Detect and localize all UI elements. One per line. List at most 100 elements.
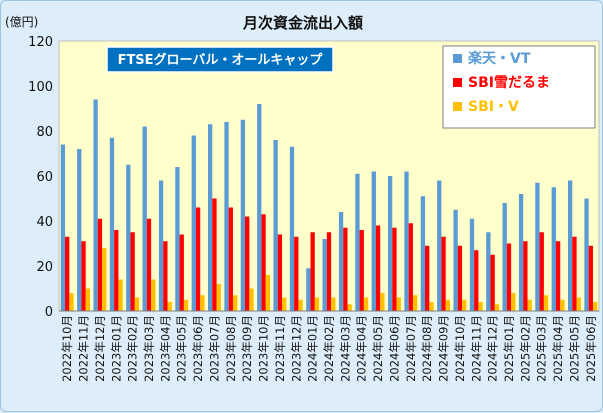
bar-1-10 — [208, 124, 213, 311]
bar-3-16 — [314, 297, 320, 311]
y-unit-label: (億円) — [5, 15, 38, 29]
bar-1-14 — [273, 140, 278, 311]
bar-2-18 — [343, 227, 348, 311]
bar-1-4 — [109, 137, 115, 311]
x-tick-label: 2025年02月 — [518, 315, 532, 382]
bar-2-11 — [228, 207, 233, 311]
bar-2-20 — [375, 225, 381, 311]
bar-2-19 — [359, 230, 364, 311]
bar-1-7 — [158, 180, 164, 311]
bar-3-22 — [412, 295, 418, 311]
bar-1-1 — [60, 144, 66, 311]
bar-2-12 — [245, 216, 250, 311]
bar-1-29 — [518, 194, 524, 311]
y-tick-label: 120 — [28, 35, 53, 50]
bar-2-9 — [195, 207, 201, 311]
bar-3-12 — [249, 288, 254, 311]
x-tick-label: 2024年10月 — [453, 315, 467, 382]
bar-1-25 — [453, 209, 458, 311]
bar-3-15 — [298, 299, 303, 311]
annotation-box — [106, 46, 334, 73]
bar-1-28 — [502, 203, 507, 311]
bar-2-24 — [441, 236, 446, 311]
bar-3-9 — [200, 295, 205, 311]
legend: 楽天・VT SBI雪だるま SBI・V — [442, 45, 596, 129]
bar-1-3 — [93, 99, 98, 311]
bar-3-2 — [85, 288, 90, 311]
x-tick-label: 2025年01月 — [502, 315, 516, 382]
bar-2-29 — [523, 241, 528, 311]
bar-3-28 — [511, 293, 516, 311]
x-tick-label: 2024年01月 — [306, 315, 320, 382]
x-tick-label: 2023年11月 — [273, 315, 287, 382]
bar-1-16 — [306, 268, 311, 311]
bar-1-11 — [224, 122, 229, 311]
bar-3-21 — [396, 297, 401, 311]
legend-label-1: 楽天・VT — [467, 50, 531, 67]
bar-2-23 — [425, 245, 430, 311]
bar-1-19 — [355, 173, 360, 311]
bar-1-12 — [240, 119, 246, 311]
bar-2-22 — [408, 223, 413, 311]
bar-1-2 — [77, 149, 82, 311]
bar-1-5 — [126, 164, 131, 311]
bar-2-13 — [261, 214, 266, 311]
x-tick-label: 2023年09月 — [240, 315, 254, 382]
bar-1-27 — [486, 232, 491, 311]
bar-2-7 — [163, 241, 168, 311]
x-tick-label: 2023年03月 — [142, 315, 156, 382]
bar-1-30 — [535, 182, 540, 311]
x-tick-label: 2022年11月 — [77, 315, 91, 382]
bar-3-4 — [118, 279, 123, 311]
bar-2-6 — [146, 218, 152, 311]
bar-3-13 — [265, 275, 270, 311]
bar-2-31 — [555, 241, 561, 311]
bar-2-33 — [588, 245, 593, 311]
bar-2-4 — [114, 230, 119, 311]
chart-title: 月次資金流出入額 — [242, 14, 363, 32]
x-tick-label: 2023年07月 — [208, 315, 222, 382]
bar-3-17 — [331, 297, 336, 311]
x-tick-label: 2025年04月 — [551, 315, 565, 382]
x-tick-label: 2023年04月 — [158, 315, 172, 382]
bar-2-21 — [392, 227, 397, 311]
bar-3-33 — [592, 302, 598, 311]
legend-swatch-1 — [453, 54, 462, 63]
x-tick-label: 2024年05月 — [371, 315, 385, 382]
y-tick-label: 100 — [28, 80, 53, 95]
bar-2-15 — [294, 236, 299, 311]
x-tick-label: 2025年03月 — [535, 315, 549, 382]
bar-3-27 — [494, 304, 500, 311]
bar-2-28 — [506, 243, 512, 311]
bar-2-27 — [490, 254, 495, 311]
bar-1-18 — [338, 212, 344, 311]
bar-2-17 — [326, 232, 332, 311]
bar-2-1 — [65, 236, 70, 311]
bar-3-29 — [527, 299, 532, 311]
bar-3-5 — [134, 297, 140, 311]
bar-2-2 — [81, 241, 86, 311]
bar-2-16 — [310, 232, 315, 311]
x-tick-label: 2024年07月 — [404, 315, 418, 382]
bar-1-26 — [469, 218, 475, 311]
bar-1-8 — [175, 167, 180, 311]
bar-2-26 — [474, 250, 479, 311]
x-tick-label: 2023年12月 — [289, 315, 303, 382]
x-tick-label: 2022年12月 — [93, 315, 107, 382]
bar-1-24 — [437, 180, 442, 311]
bar-3-26 — [478, 302, 483, 311]
bar-3-24 — [445, 299, 450, 311]
legend-swatch-2 — [453, 78, 462, 87]
y-tick-label: 0 — [45, 305, 53, 320]
bar-3-20 — [380, 293, 385, 311]
bar-3-6 — [151, 279, 156, 311]
x-tick-label: 2024年04月 — [355, 315, 369, 382]
x-tick-label: 2023年01月 — [109, 315, 123, 382]
x-tick-label: 2024年11月 — [469, 315, 483, 382]
legend-label-3: SBI・V — [468, 99, 519, 115]
x-tick-label: 2023年08月 — [224, 315, 238, 382]
bar-1-31 — [551, 187, 556, 311]
y-tick-label: 40 — [36, 215, 53, 230]
